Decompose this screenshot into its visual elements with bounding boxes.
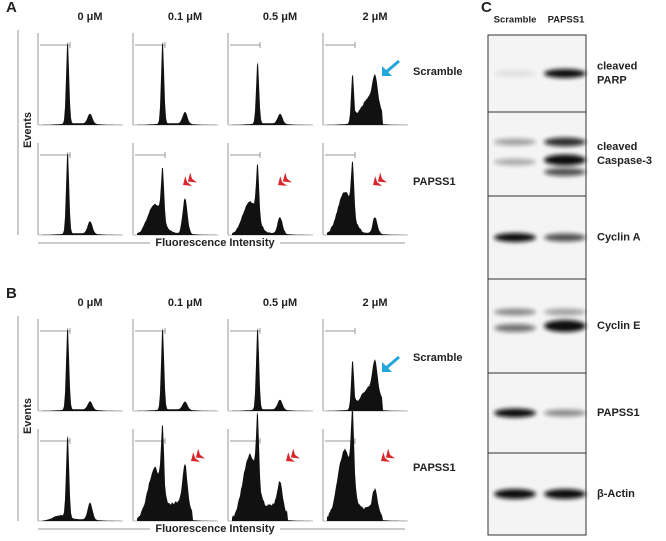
red-arrowhead	[282, 172, 293, 183]
blot-band	[494, 489, 536, 499]
blue-arrow	[384, 355, 400, 371]
lane-label: Scramble	[494, 15, 537, 26]
red-arrowhead	[195, 448, 206, 459]
concentration-label: 0.1 μM	[168, 11, 202, 23]
blot-band	[494, 233, 536, 242]
blot-band	[544, 320, 586, 332]
histogram	[42, 435, 122, 521]
concentration-label: 0 μM	[77, 11, 102, 23]
blot-label: Caspase-3	[597, 155, 652, 167]
blue-arrow	[384, 59, 400, 75]
histogram	[42, 327, 122, 411]
blot-band	[494, 308, 536, 316]
red-arrowhead	[278, 176, 288, 186]
red-arrowhead	[377, 172, 388, 183]
x-axis-label: Fluorescence Intensity	[155, 523, 275, 535]
red-arrowhead	[191, 452, 201, 462]
blot-label: Cyclin A	[597, 231, 641, 243]
x-axis-label-bg	[150, 236, 280, 250]
blot-band	[544, 69, 586, 78]
histogram	[232, 411, 312, 521]
histogram	[137, 167, 217, 235]
histogram	[137, 41, 217, 125]
blue-arrowhead	[382, 362, 392, 372]
blot-band	[544, 137, 586, 147]
histogram	[42, 41, 122, 125]
row-label: PAPSS1	[413, 462, 456, 474]
histogram	[232, 164, 312, 235]
red-arrowhead	[290, 448, 301, 459]
blot-label: β-Actin	[597, 488, 635, 500]
blot-band	[544, 168, 586, 176]
concentration-label: 0.5 μM	[263, 297, 297, 309]
histogram	[137, 328, 217, 411]
concentration-label: 0 μM	[77, 297, 102, 309]
blot-band	[494, 138, 536, 146]
x-axis-label: Fluorescence Intensity	[155, 237, 275, 249]
panel-label: C	[481, 0, 492, 16]
blot-band	[544, 489, 586, 499]
row-label: PAPSS1	[413, 176, 456, 188]
blue-arrowhead	[382, 66, 392, 76]
blot-label: cleaved	[597, 141, 637, 153]
row-label: Scramble	[413, 66, 463, 78]
red-arrowhead	[381, 452, 391, 462]
histogram	[232, 62, 312, 125]
histogram	[327, 407, 407, 521]
blot-band	[544, 409, 586, 417]
blot-band	[494, 324, 536, 332]
histogram	[232, 327, 312, 411]
panel-label: B	[6, 285, 17, 302]
blot-band	[494, 70, 536, 77]
red-arrowhead	[385, 448, 396, 459]
blot-band	[494, 158, 536, 166]
concentration-label: 0.5 μM	[263, 11, 297, 23]
x-axis-label-bg	[150, 522, 280, 536]
y-axis-label: Events	[22, 112, 34, 148]
histogram	[327, 359, 407, 411]
histogram	[327, 161, 407, 235]
concentration-label: 2 μM	[362, 297, 387, 309]
histogram	[42, 151, 122, 235]
blot-band	[544, 308, 586, 316]
red-arrowhead	[373, 176, 383, 186]
blot-band	[544, 233, 586, 242]
histogram	[327, 73, 407, 125]
blot-panel	[487, 111, 587, 197]
red-arrowhead	[286, 452, 296, 462]
blot-label: PAPSS1	[597, 407, 640, 419]
blot-label: PARP	[597, 74, 627, 86]
blot-label: cleaved	[597, 60, 637, 72]
blot-label: Cyclin E	[597, 320, 640, 332]
blot-band	[544, 154, 586, 166]
row-label: Scramble	[413, 352, 463, 364]
concentration-label: 0.1 μM	[168, 297, 202, 309]
blot-band	[494, 408, 536, 418]
red-arrowhead	[183, 176, 193, 186]
lane-label: PAPSS1	[548, 15, 586, 26]
concentration-label: 2 μM	[362, 11, 387, 23]
panel-label: A	[6, 0, 17, 16]
histogram	[137, 424, 217, 521]
y-axis-label: Events	[22, 398, 34, 434]
red-arrowhead	[187, 172, 198, 183]
